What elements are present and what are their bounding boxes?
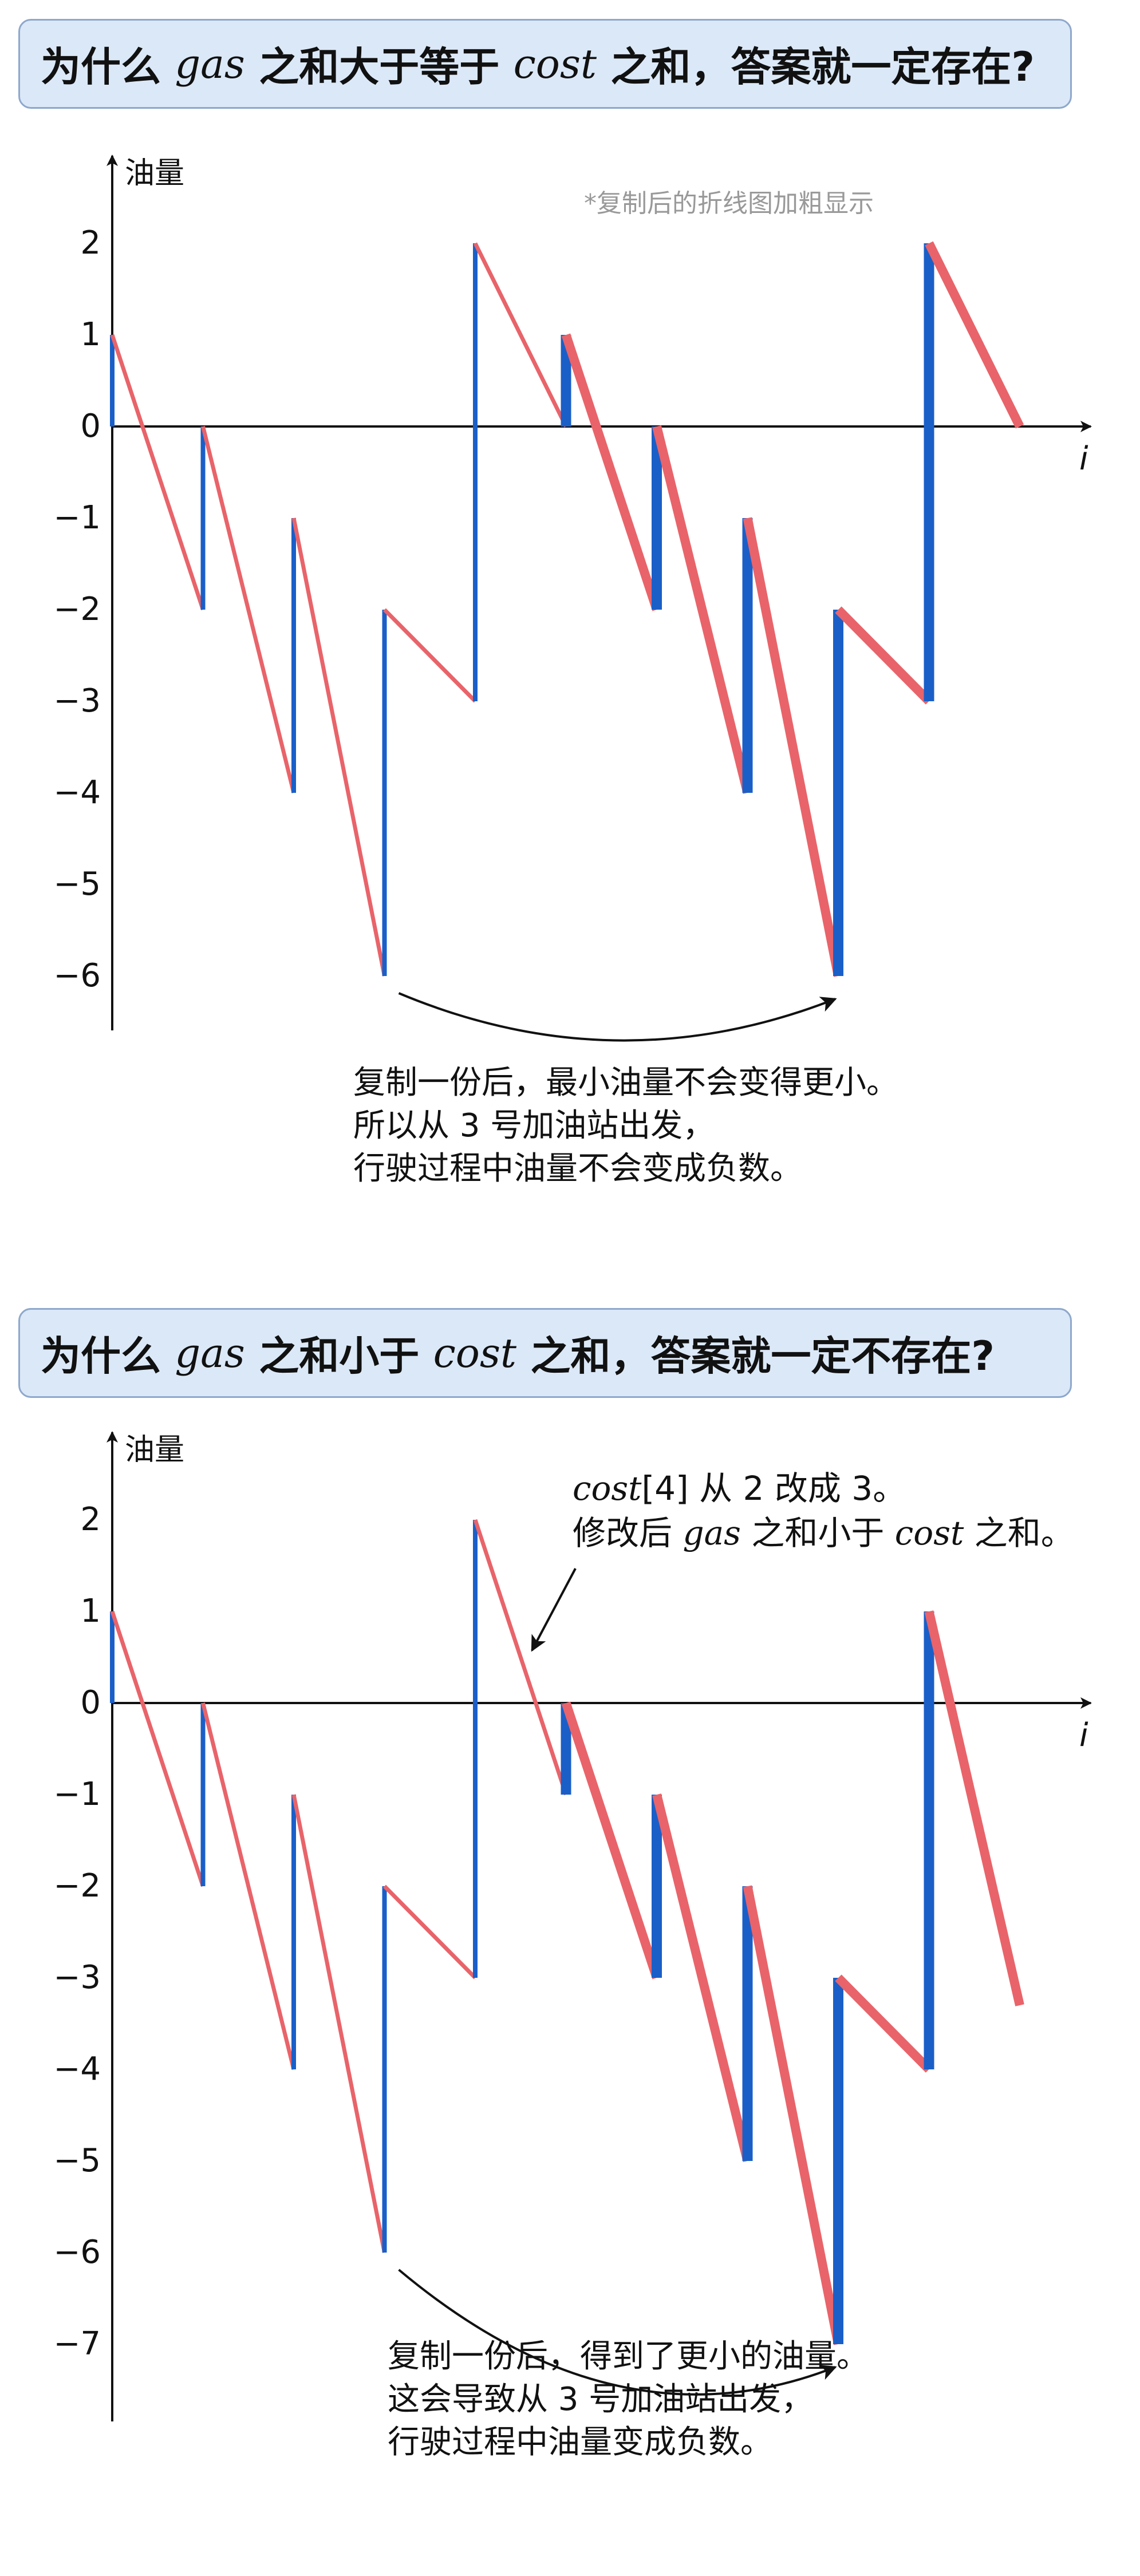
y-tick-label: −5	[53, 2142, 101, 2179]
panel1-caption-line-2: 所以从 3 号加油站出发，	[353, 1107, 715, 1144]
drop-segment	[473, 242, 568, 428]
drop-segment	[291, 517, 386, 977]
panel1-title-prefix: 为什么	[41, 44, 161, 90]
annotation-line-1: cost[4] 从 2 改成 3。	[573, 1469, 906, 1508]
drop-segment	[925, 241, 1024, 429]
y-tick-label: −2	[53, 591, 101, 628]
annotation-line-2-post: 之和。	[964, 1514, 1074, 1552]
drop-segment	[473, 1519, 568, 1796]
panel2-caption-line-2: 这会导致从 3 号加油站出发，	[388, 2381, 814, 2418]
panel1-title-cost: cost	[513, 40, 597, 88]
min-fuel-arrow	[398, 2269, 837, 2396]
y-tick-label: −3	[53, 1959, 101, 1996]
x-axis-label: i	[1079, 1717, 1088, 1754]
drop-segment	[561, 333, 661, 611]
y-axis-label: 油量	[125, 1433, 184, 1467]
drop-segment	[835, 1974, 933, 2073]
panel2-caption-line-1: 复制一份后，得到了更小的油量。	[388, 2338, 869, 2375]
panel2-caption-line-3: 行驶过程中油量变成负数。	[388, 2424, 772, 2461]
drop-segment	[110, 334, 205, 611]
y-tick-label: −1	[53, 499, 101, 536]
annotation-gas-var: gas	[683, 1514, 740, 1552]
panel1-title-middle: 之和大于等于	[259, 44, 500, 90]
y-tick-label: 0	[80, 1684, 101, 1721]
drop-segment	[835, 606, 933, 705]
annotation-line-2-mid: 之和小于	[741, 1514, 895, 1552]
panel2-title-gas: gas	[175, 1329, 245, 1377]
panel1-caption-line-3: 行驶过程中油量不会变成负数。	[353, 1150, 802, 1187]
y-tick-label: 2	[80, 224, 101, 262]
y-tick-label: 0	[80, 408, 101, 445]
y-tick-label: −4	[53, 2050, 101, 2088]
drop-segment	[383, 1884, 477, 1980]
panel1-caption-line-1: 复制一份后，最小油量不会变得更小。	[353, 1064, 898, 1101]
y-tick-label: 1	[80, 316, 101, 353]
drop-segment	[652, 425, 752, 794]
x-axis-label: i	[1079, 440, 1088, 477]
annotation-cost-var: cost	[573, 1469, 642, 1508]
y-tick-label: −6	[53, 957, 101, 994]
drop-segment	[743, 1885, 843, 2345]
y-tick-label: −1	[53, 1776, 101, 1813]
drop-segment	[743, 517, 843, 977]
annotation-line-2: 修改后 gas 之和小于 cost 之和。	[573, 1514, 1074, 1552]
y-tick-label: −7	[53, 2325, 101, 2362]
min-fuel-arrow	[398, 992, 837, 1042]
y-axis-label: 油量	[125, 156, 184, 191]
drop-segment	[561, 1701, 661, 1980]
y-tick-label: −6	[53, 2234, 101, 2271]
panel2-title-middle: 之和小于	[259, 1333, 420, 1380]
y-tick-label: −3	[53, 682, 101, 720]
y-tick-label: 1	[80, 1593, 101, 1630]
drop-segment	[201, 1702, 296, 2070]
panel2-title-suffix: 之和，答案就一定不存在?	[530, 1333, 995, 1380]
drop-segment	[924, 1610, 1024, 2006]
drop-segment	[201, 426, 296, 793]
panel1-chart: 油量 i 2 1 0 −1 −2 −3 −4 −5 −6 *复制后的折线图加粗显示	[53, 155, 1092, 1042]
drop-segment	[652, 1793, 752, 2162]
drop-segment	[110, 1610, 205, 1887]
annotation-pointer-arrow	[531, 1568, 577, 1652]
y-tick-label: −4	[53, 774, 101, 811]
panel1-title-suffix: 之和，答案就一定存在?	[610, 44, 1035, 90]
panel1-title: 为什么 gas 之和大于等于 cost 之和，答案就一定存在?	[18, 19, 1072, 109]
panel2-title-prefix: 为什么	[41, 1333, 161, 1380]
annotation-line-1-rest: [4] 从 2 改成 3。	[641, 1469, 906, 1508]
y-tick-label: 2	[80, 1501, 101, 1538]
panel2-title-cost: cost	[433, 1329, 516, 1377]
panel2-title: 为什么 gas 之和小于 cost 之和，答案就一定不存在?	[18, 1308, 1072, 1398]
annotation-cost-var-2: cost	[895, 1514, 964, 1552]
panel1-title-gas: gas	[175, 40, 245, 88]
chart-note: *复制后的折线图加粗显示	[584, 189, 874, 218]
y-tick-label: −5	[53, 866, 101, 903]
annotation-line-2-pre: 修改后	[573, 1514, 683, 1552]
drop-segment	[291, 1794, 386, 2253]
drop-segment	[383, 608, 477, 703]
y-tick-label: −2	[53, 1867, 101, 1905]
